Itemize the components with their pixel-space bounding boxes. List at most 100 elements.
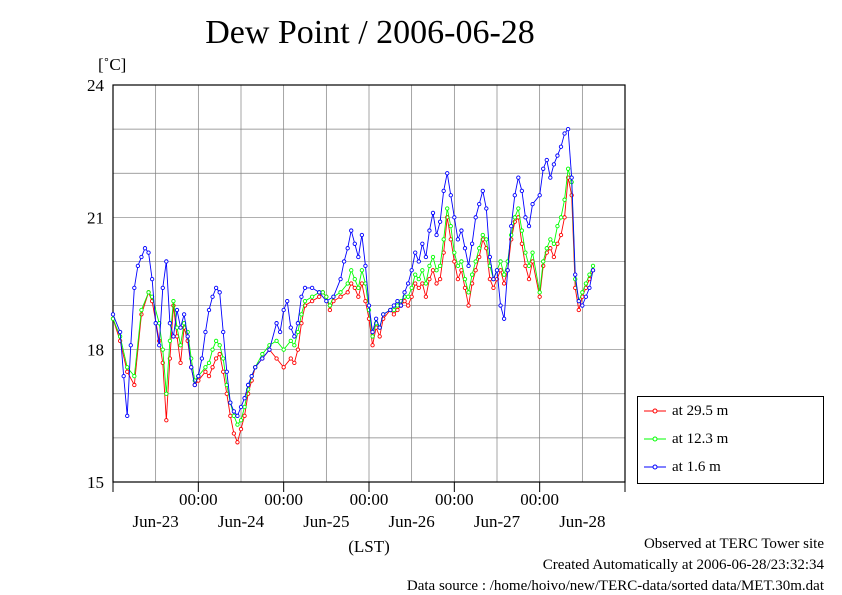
data-point xyxy=(292,343,297,348)
data-point xyxy=(352,276,357,282)
data-point xyxy=(427,263,432,269)
data-point xyxy=(469,272,475,277)
legend-swatch xyxy=(644,436,666,442)
data-point xyxy=(210,294,215,299)
data-point xyxy=(377,334,382,339)
data-point xyxy=(544,157,549,163)
data-point xyxy=(416,259,421,264)
data-point xyxy=(423,294,429,299)
data-point xyxy=(345,290,350,295)
data-point xyxy=(238,426,244,432)
data-point xyxy=(203,369,208,374)
x-day-label: Jun-26 xyxy=(389,512,435,531)
data-point xyxy=(228,413,233,418)
data-point xyxy=(537,193,542,198)
data-point xyxy=(477,246,482,251)
data-point xyxy=(139,254,144,260)
x-tick-time-label: 00:00 xyxy=(435,490,474,509)
data-point xyxy=(309,285,315,291)
data-point xyxy=(356,254,361,260)
data-point xyxy=(242,396,247,401)
data-point xyxy=(590,268,596,273)
data-point xyxy=(146,290,151,295)
data-point xyxy=(231,413,237,418)
data-point xyxy=(206,307,212,313)
data-point xyxy=(452,259,457,264)
data-point xyxy=(526,263,532,269)
data-point xyxy=(359,232,365,238)
data-point xyxy=(327,303,333,308)
data-point xyxy=(477,254,482,260)
data-point xyxy=(487,276,493,282)
footer-created: Created Automatically at 2006-06-28/23:3… xyxy=(542,557,824,573)
data-point xyxy=(494,268,500,273)
data-point xyxy=(281,365,286,370)
data-point xyxy=(377,325,382,330)
data-point xyxy=(587,272,592,277)
data-point xyxy=(210,365,215,370)
data-point xyxy=(242,413,247,418)
data-point xyxy=(292,334,297,339)
data-point xyxy=(537,294,542,299)
data-point xyxy=(139,307,144,313)
data-point xyxy=(473,268,478,273)
data-point xyxy=(292,360,297,366)
data-point xyxy=(434,232,439,238)
data-point xyxy=(135,263,141,269)
data-point xyxy=(462,276,468,282)
data-point xyxy=(576,298,581,304)
data-point xyxy=(583,281,589,286)
data-point xyxy=(146,250,151,255)
x-axis-label: (LST) xyxy=(348,537,390,556)
data-point xyxy=(430,210,436,216)
data-point xyxy=(317,294,322,299)
data-point xyxy=(192,382,197,388)
data-point xyxy=(132,285,137,291)
data-point xyxy=(125,369,130,374)
data-point xyxy=(480,232,485,238)
data-point xyxy=(185,334,190,339)
data-point xyxy=(125,365,130,370)
data-point xyxy=(153,321,158,326)
data-point xyxy=(320,290,325,295)
data-point xyxy=(391,312,397,317)
data-point xyxy=(537,290,542,295)
data-point xyxy=(249,373,254,379)
data-point xyxy=(420,268,425,273)
data-point xyxy=(235,413,240,418)
data-point xyxy=(149,276,155,282)
data-point xyxy=(206,360,212,366)
data-point xyxy=(455,237,461,242)
y-tick-label: 18 xyxy=(87,341,104,360)
y-tick-label: 15 xyxy=(87,473,104,492)
data-point xyxy=(203,365,208,370)
data-point xyxy=(416,285,421,291)
data-point xyxy=(469,241,475,246)
data-point xyxy=(231,431,237,436)
data-point xyxy=(121,373,126,379)
data-point xyxy=(356,285,361,291)
data-point xyxy=(576,307,581,313)
data-point xyxy=(544,246,549,251)
data-point xyxy=(583,294,589,299)
data-point xyxy=(516,175,521,180)
data-point xyxy=(352,241,357,246)
data-point xyxy=(363,298,368,304)
data-point xyxy=(448,224,453,229)
data-point xyxy=(477,201,482,207)
data-point xyxy=(519,228,525,233)
data-point xyxy=(498,268,503,273)
data-point xyxy=(174,325,180,330)
data-point xyxy=(466,303,471,308)
data-point xyxy=(505,268,510,273)
data-point xyxy=(288,325,293,330)
x-day-label: Jun-28 xyxy=(559,512,605,531)
data-point xyxy=(381,312,386,317)
data-point xyxy=(324,294,329,299)
data-point xyxy=(213,356,219,361)
data-point xyxy=(171,298,176,304)
data-point xyxy=(299,294,304,299)
data-point xyxy=(217,290,222,295)
data-point xyxy=(210,347,215,352)
data-point xyxy=(441,237,446,242)
